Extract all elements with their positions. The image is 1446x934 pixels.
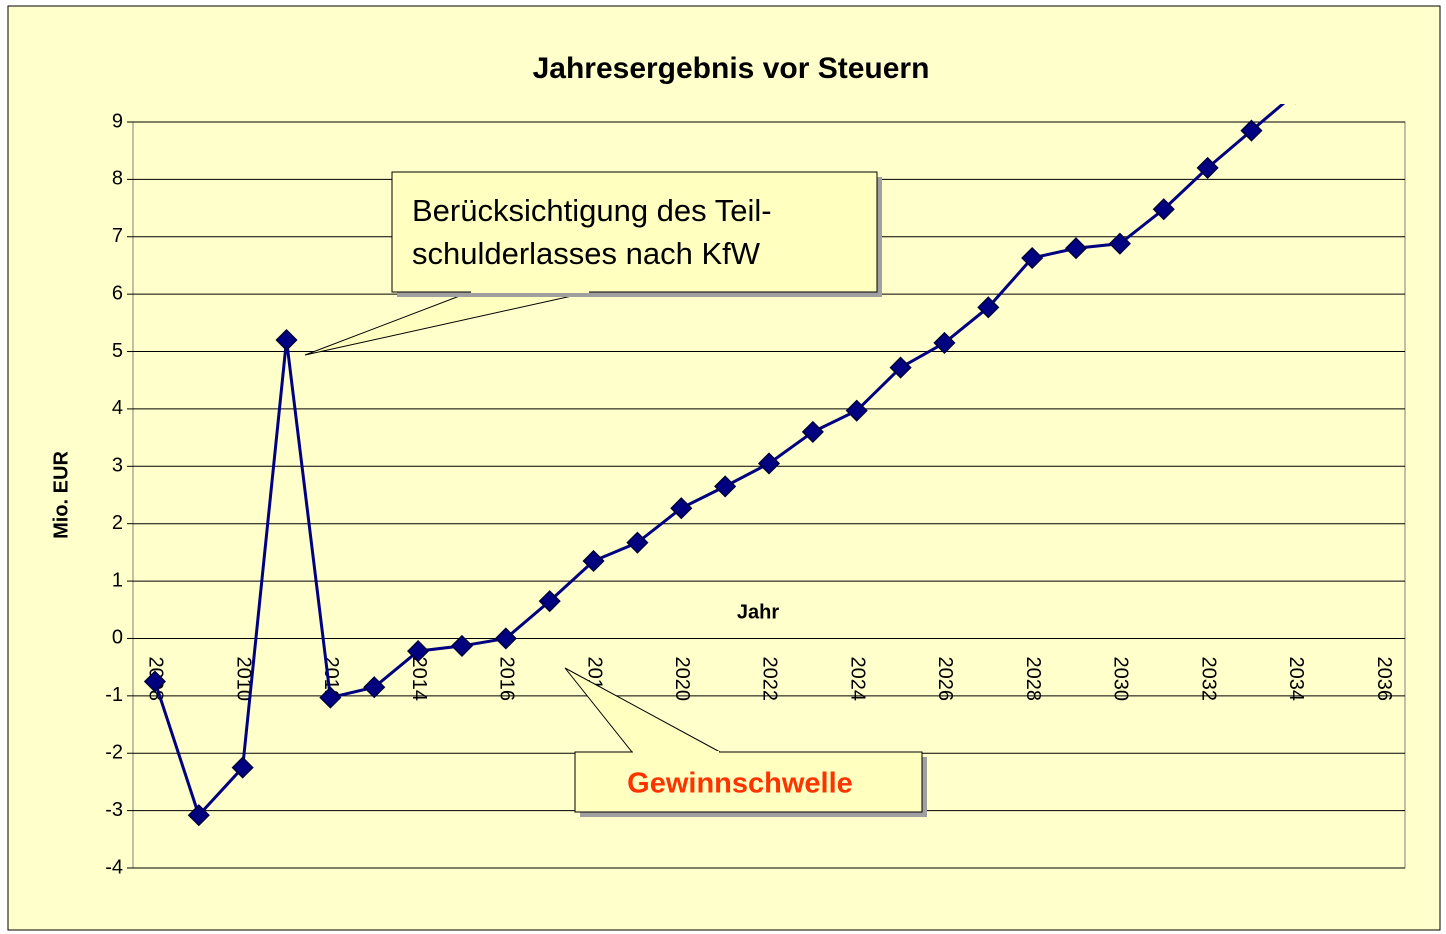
y-tick-label: 4 [112,397,123,419]
y-tick-label: 8 [112,168,123,190]
y-tick-label: 5 [112,340,123,362]
x-tick-label: 2020 [671,656,693,701]
y-axis-label: Mio. EUR [50,451,72,539]
marker [1064,237,1088,260]
x-tick-label: 2010 [232,656,254,701]
y-tick-label: 1 [112,569,123,591]
y-tick-label: -2 [105,742,123,764]
marker [1196,156,1219,179]
y-tick-label: 6 [112,282,123,304]
marker [1108,232,1131,255]
y-tick-label: -3 [105,799,123,821]
marker [1021,246,1044,270]
marker [626,531,649,554]
marker [845,399,868,422]
callout-box [574,751,923,813]
marker [714,475,737,498]
marker [450,634,474,657]
marker [187,804,210,827]
x-axis-label: Jahr [737,601,779,623]
x-tick-label: 2030 [1110,656,1132,701]
marker [407,640,430,663]
marker [363,676,386,699]
callout-text: schulderlasses nach KfW [412,236,761,271]
callout: Berücksichtigung des Teil- schulderlasse… [304,171,882,356]
marker [143,670,166,693]
x-tick-label: 2032 [1197,656,1219,701]
marker [538,590,561,613]
marker [757,452,781,475]
marker [582,549,605,573]
y-tick-label: 7 [112,225,123,247]
x-tick-label: 2016 [496,656,518,701]
callout: Gewinnschwelle [564,667,927,817]
x-tick-label: 2034 [1285,656,1307,701]
callout-text: Berücksichtigung des Teil- [412,193,772,228]
marker [494,627,517,650]
y-tick-label: -4 [105,856,123,878]
marker [1152,198,1175,221]
y-tick-label: 9 [112,110,123,132]
x-tick-label: 2024 [846,656,868,701]
marker [1240,119,1263,142]
callout-text: Gewinnschwelle [627,768,853,800]
marker [275,329,298,352]
x-tick-label: 2036 [1373,656,1395,701]
y-tick-label: 3 [112,455,123,477]
marker [801,420,824,443]
marker [933,331,956,354]
x-tick-label: 2014 [408,656,430,701]
y-tick-label: 2 [112,512,123,534]
y-tick-label: 0 [112,627,123,649]
marker [977,296,1000,319]
callout-box [391,171,878,293]
chart-title: Jahresergebnis vor Steuern [533,52,930,85]
marker [889,356,912,379]
marker [231,756,254,779]
x-tick-label: 2026 [934,656,956,701]
y-tick-label: -1 [105,684,123,706]
x-tick-label: 2022 [759,656,781,701]
marker [319,686,342,709]
marker [670,497,693,520]
x-tick-label: 2028 [1022,656,1044,701]
